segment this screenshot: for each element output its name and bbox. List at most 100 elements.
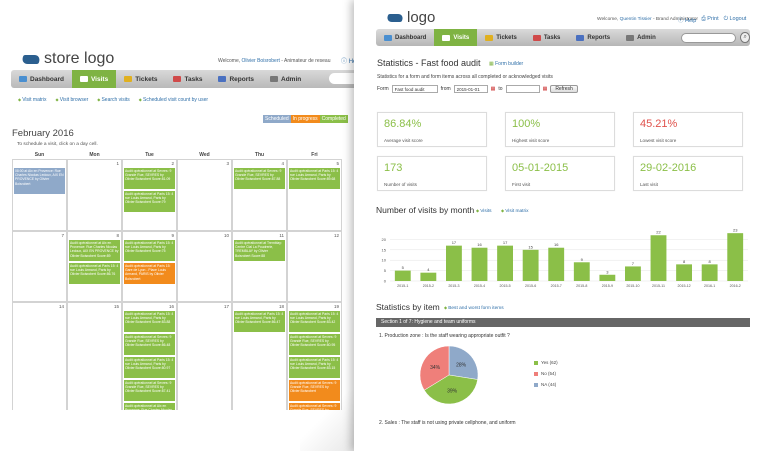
bar-data-label: 22	[656, 230, 661, 235]
bar[interactable]	[676, 264, 692, 281]
day-cell[interactable]: 15	[67, 302, 122, 410]
print-link[interactable]: ⎙ Print	[701, 16, 718, 24]
calendar-event[interactable]: Audit opérationnel at Paris 15: 4 rue Lo…	[289, 357, 340, 378]
nav-reports[interactable]: Reports	[568, 29, 618, 46]
bar[interactable]	[471, 247, 488, 281]
store-logo[interactable]: store logo	[20, 50, 114, 68]
bar[interactable]	[727, 233, 744, 281]
nav-admin[interactable]: Admin	[262, 70, 309, 88]
help-link[interactable]: ⓘ Help	[678, 16, 696, 24]
search-input[interactable]	[329, 73, 371, 84]
day-cell[interactable]: 2 Audit opérationnel at Sevres: 9 Grande …	[122, 159, 177, 231]
calendar-event[interactable]: Audit opérationnel at Tremblay: Centre C…	[234, 240, 285, 261]
calendar-event[interactable]: Audit opérationnel at Sevres: 9 Grande R…	[234, 168, 285, 189]
top-links: ⓘ Help ⎙ Print ⏻ Logout	[678, 16, 746, 24]
bar[interactable]	[497, 245, 513, 281]
day-cell[interactable]: 08:00 at Aix en Provence: Rue Charles Ni…	[12, 159, 67, 231]
x-tick-label: 2015-2	[423, 284, 434, 288]
calendar-event[interactable]: Audit opérationnel at Sevres: 9 Grande R…	[289, 380, 340, 401]
nav-dashboard[interactable]: Dashboard	[376, 29, 434, 46]
visits-link[interactable]: Visits	[476, 208, 491, 214]
day-cell[interactable]: 7	[12, 231, 67, 302]
calendar-event[interactable]: Audit opérationnel at Paris 15: Gare de …	[124, 263, 175, 284]
pie-slice[interactable]	[419, 345, 450, 391]
search-input[interactable]	[680, 32, 737, 43]
calendar-event[interactable]: Audit opérationnel at Aix en Provence: R…	[124, 403, 175, 410]
day-cell[interactable]: 10	[177, 231, 232, 302]
calendar-event[interactable]: Audit opérationnel at Paris 15: 4 rue Lo…	[289, 311, 340, 332]
calendar-event[interactable]: Audit opérationnel at Sevres: 9 Grande R…	[124, 380, 175, 401]
kpi-value: 100%	[512, 118, 541, 130]
visit-matrix-link[interactable]: Visit matrix	[501, 208, 528, 214]
day-cell[interactable]: 3	[177, 159, 232, 231]
bar[interactable]	[599, 274, 616, 281]
day-cell[interactable]: 4 Audit opérationnel at Sevres: 9 Grande …	[232, 159, 287, 231]
nav-reports[interactable]: Reports	[210, 70, 262, 88]
calendar-event[interactable]: 08:00 at Aix en Provence: Rue Charles Ni…	[14, 168, 65, 194]
nav-tasks[interactable]: Tasks	[165, 70, 210, 88]
calendar-event[interactable]: Audit opérationnel at Sevres: 9 Grande R…	[124, 334, 175, 355]
calendar-event[interactable]: Audit opérationnel at Sevres: 9 Grande R…	[289, 334, 340, 355]
bar[interactable]	[420, 272, 437, 281]
nav-label: Reports	[587, 34, 611, 41]
pie-legend-item: No (54)	[534, 371, 571, 376]
welcome-user-link[interactable]: Quentin Tissier	[619, 17, 652, 22]
calendar-event[interactable]: Audit opérationnel at Paris 15: 4 rue Lo…	[124, 191, 175, 212]
calendar-event[interactable]: Audit opérationnel at Paris 15: 4 rue Lo…	[124, 240, 175, 261]
form-select[interactable]: Fast food audit	[391, 85, 438, 93]
sublink-scheduled-visit-count-by-user[interactable]: Scheduled visit count by user	[139, 97, 208, 103]
bar[interactable]	[701, 264, 718, 281]
calendar-event[interactable]: Audit opérationnel at Paris 15: 4 rue Lo…	[124, 311, 175, 332]
to-calendar-icon[interactable]: ▦	[542, 86, 548, 92]
weekday-thu: Thu	[254, 152, 265, 158]
bar[interactable]	[394, 270, 411, 281]
nav-tickets[interactable]: Tickets	[116, 70, 165, 88]
logout-link[interactable]: ⏻ Logout	[724, 16, 747, 24]
bar[interactable]	[625, 266, 641, 281]
day-cell[interactable]: 1	[67, 159, 122, 231]
sublink-visit-browser[interactable]: Visit browser	[56, 97, 89, 103]
bar[interactable]	[548, 247, 565, 281]
brand-logo[interactable]: logo	[385, 9, 435, 26]
from-date-input[interactable]: 2015-01-01	[453, 85, 488, 93]
from-calendar-icon[interactable]: ▦	[490, 86, 496, 92]
day-cell[interactable]: 11 Audit opérationnel at Tremblay: Centre…	[232, 231, 287, 302]
day-cell[interactable]: 16 Audit opérationnel at Paris 15: 4 rue …	[122, 302, 177, 410]
calendar-event[interactable]: Audit opérationnel at Sevres: 9 Grande R…	[289, 403, 340, 410]
day-cell[interactable]: 8 Audit opérationnel at Aix en Provence: …	[67, 231, 122, 302]
nav-dashboard[interactable]: Dashboard	[11, 70, 72, 88]
bar[interactable]	[522, 249, 539, 281]
day-cell[interactable]: 14	[12, 302, 67, 410]
x-tick-label: 2015-3	[448, 284, 459, 288]
bar[interactable]	[573, 262, 590, 281]
welcome-user-link[interactable]: Olivier Boisrobert	[241, 58, 280, 64]
bar[interactable]	[650, 235, 667, 281]
bar[interactable]	[446, 245, 462, 281]
calendar-event[interactable]: Audit opérationnel at Paris 15: 4 rue Lo…	[124, 357, 175, 378]
sublink-visit-matrix[interactable]: Visit matrix	[18, 97, 46, 103]
best-worst-link[interactable]: Best and worst form items	[444, 305, 503, 311]
nav-visits[interactable]: Visits	[434, 29, 478, 46]
calendar-event[interactable]: Audit opérationnel at Paris 15: 4 rue Lo…	[69, 263, 120, 284]
calendar-event[interactable]: Audit opérationnel at Aix en Provence: R…	[69, 240, 120, 261]
calendar-event[interactable]: Audit opérationnel at Paris 15: 4 rue Lo…	[289, 168, 340, 189]
day-cell[interactable]: 19 Audit opérationnel at Paris 15: 4 rue …	[287, 302, 342, 410]
day-cell[interactable]: 9 Audit opérationnel at Paris 15: 4 rue L…	[122, 231, 177, 302]
to-date-input[interactable]	[505, 85, 540, 93]
day-cell[interactable]: 12	[287, 231, 342, 302]
search-icon[interactable]: ⌕	[740, 32, 750, 43]
nav-tickets[interactable]: Tickets	[477, 29, 525, 46]
nav-admin[interactable]: Admin	[618, 29, 664, 46]
refresh-button[interactable]: Refresh	[550, 85, 578, 93]
day-cell[interactable]: 17	[177, 302, 232, 410]
day-cell[interactable]: 5 Audit opérationnel at Paris 15: 4 rue L…	[287, 159, 342, 231]
form-builder-link[interactable]: Form builder	[489, 61, 523, 67]
nav-label: Tasks	[543, 34, 561, 41]
day-cell[interactable]: 18 Audit opérationnel at Paris 15: 4 rue …	[232, 302, 287, 410]
nav-tasks[interactable]: Tasks	[525, 29, 569, 46]
calendar-event[interactable]: Audit opérationnel at Sevres: 9 Grande R…	[124, 168, 175, 189]
pie-slice[interactable]	[448, 345, 479, 380]
sublink-search-visits[interactable]: Search visits	[97, 97, 129, 103]
nav-visits[interactable]: Visits	[71, 70, 117, 88]
calendar-event[interactable]: Audit opérationnel at Paris 15: 4 rue Lo…	[234, 311, 285, 332]
